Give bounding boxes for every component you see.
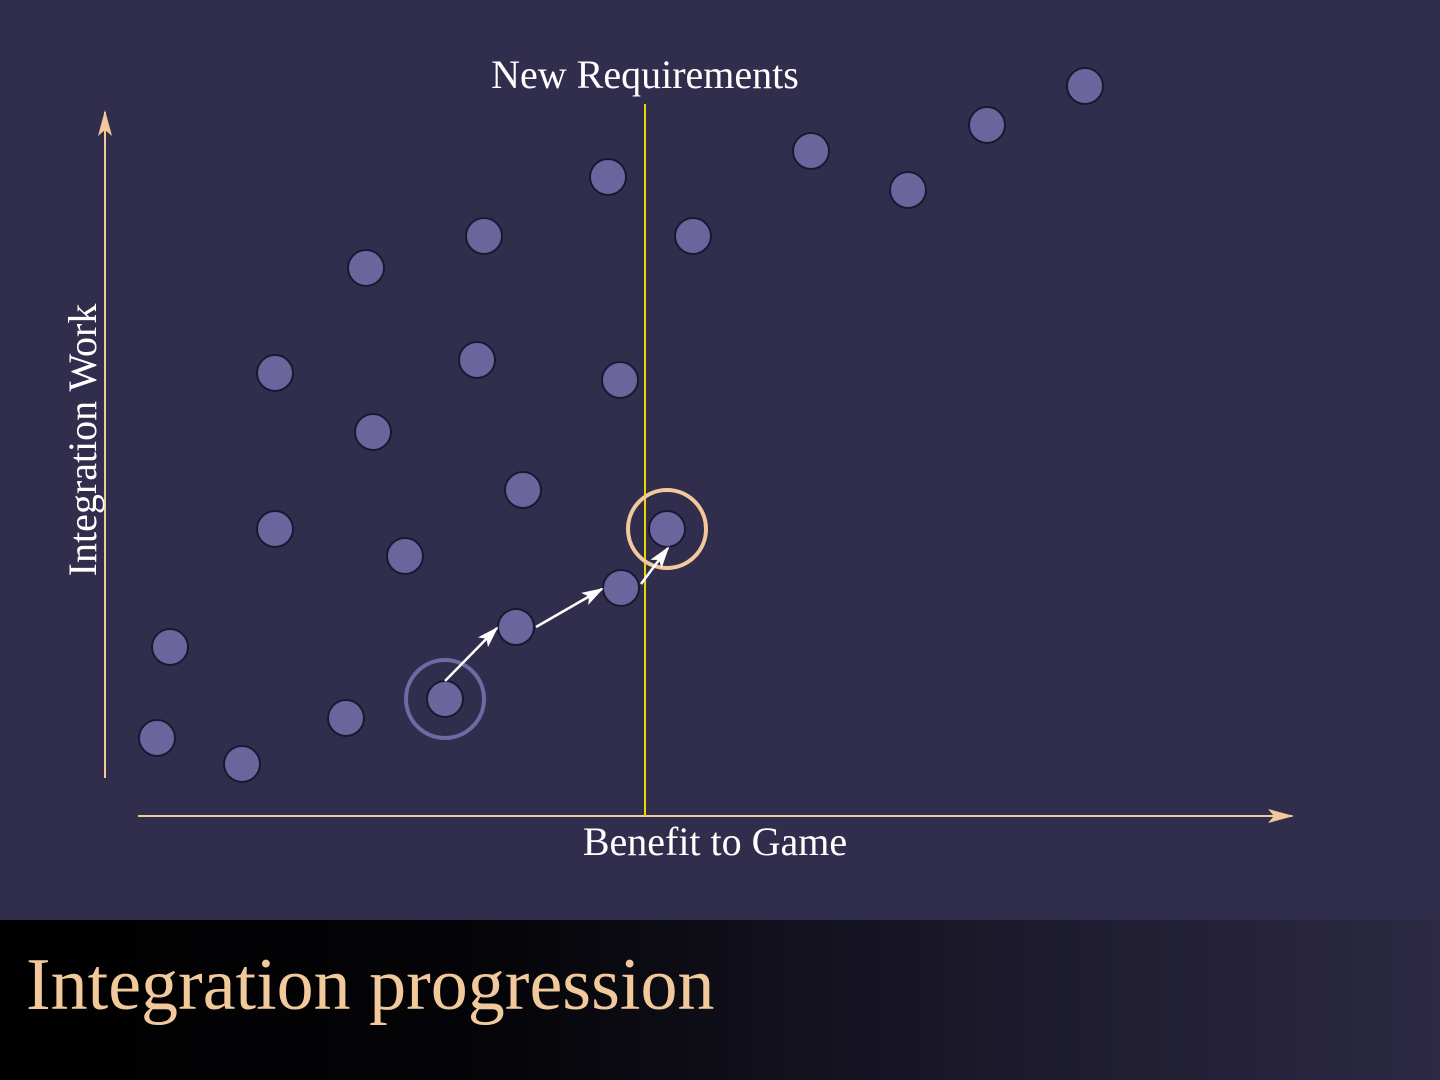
node xyxy=(223,745,261,783)
node xyxy=(601,361,639,399)
node xyxy=(347,249,385,287)
node xyxy=(968,106,1006,144)
x-axis-label: Benefit to Game xyxy=(583,819,847,864)
path-node xyxy=(602,569,640,607)
progress-arrow xyxy=(444,626,499,682)
title-bar xyxy=(0,920,1440,1080)
node xyxy=(151,628,189,666)
node xyxy=(354,413,392,451)
node xyxy=(792,132,830,170)
y-axis-label: Integration Work xyxy=(60,304,105,577)
node xyxy=(138,719,176,757)
new-requirements-label: New Requirements xyxy=(491,52,799,97)
progress-arrow xyxy=(640,546,670,585)
progress-arrow xyxy=(535,587,604,629)
node xyxy=(465,217,503,255)
start-node xyxy=(426,680,464,718)
node xyxy=(327,699,365,737)
node xyxy=(674,217,712,255)
node xyxy=(458,341,496,379)
slide-area: New Requirements Benefit to Game Integra… xyxy=(60,52,1294,864)
node xyxy=(386,537,424,575)
node xyxy=(256,354,294,392)
node xyxy=(256,510,294,548)
node xyxy=(1066,67,1104,105)
path-node xyxy=(497,608,535,646)
integration-diagram: New Requirements Benefit to Game Integra… xyxy=(60,52,1294,864)
node xyxy=(889,171,927,209)
slide-title: Integration progression xyxy=(26,944,715,1026)
node xyxy=(589,158,627,196)
node xyxy=(504,471,542,509)
start-ring xyxy=(404,658,486,740)
target-node xyxy=(648,510,686,548)
